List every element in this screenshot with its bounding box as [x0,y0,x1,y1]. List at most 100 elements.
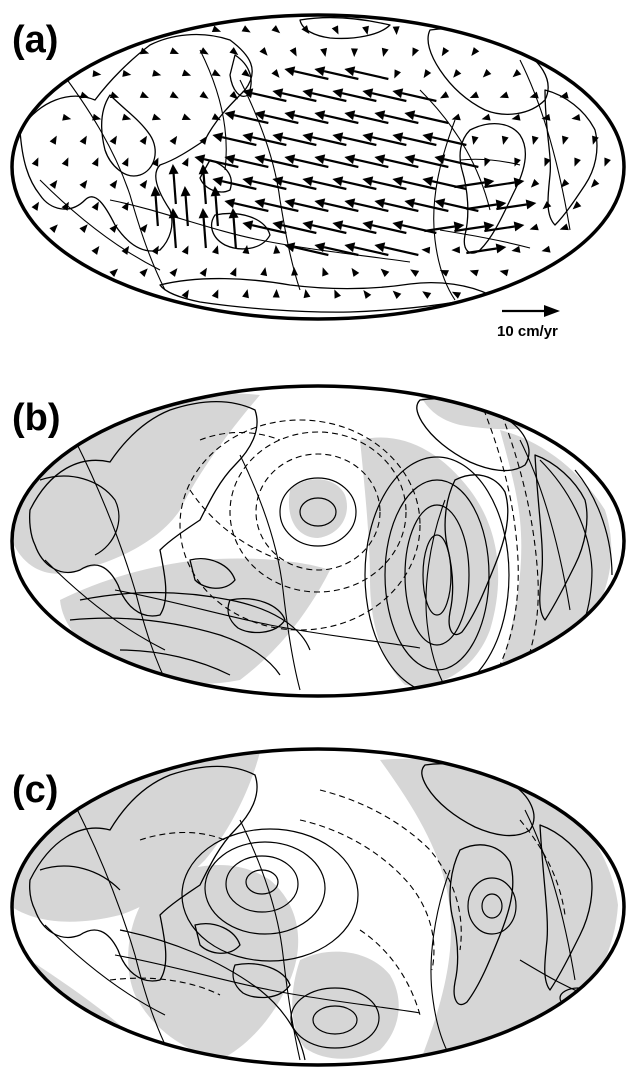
velocity-arrow-head [344,154,356,165]
small-velocity-arrow [530,179,540,188]
small-velocity-arrow [541,245,551,253]
velocity-arrow-shaft [454,181,485,189]
panel-b: (b) [10,384,626,698]
small-velocity-arrow [544,157,551,167]
velocity-arrow-shaft [371,136,407,147]
velocity-arrow-shaft [251,92,287,103]
velocity-arrow-shaft [281,136,317,147]
velocity-arrow-head [453,221,465,232]
velocity-arrow-shaft [341,136,377,147]
small-velocity-arrow [484,157,491,167]
velocity-arrow-head [212,132,224,143]
velocity-arrow-head [344,198,356,209]
small-velocity-arrow [79,179,88,189]
small-velocity-arrow [139,179,148,189]
small-velocity-arrow [451,291,462,299]
velocity-arrow-head [224,198,236,209]
small-velocity-arrow [561,135,569,145]
small-velocity-arrow [79,91,90,99]
velocity-arrow-head [362,220,374,231]
small-velocity-arrow [499,269,509,277]
velocity-arrow-shaft [202,173,207,205]
small-velocity-arrow [529,91,539,99]
velocity-arrow-head [513,177,525,188]
velocity-arrow-shaft [214,195,219,227]
velocity-arrow-head [194,154,206,165]
velocity-arrow-head [483,177,495,188]
velocity-arrow-shaft [341,92,377,103]
velocity-arrow-shaft [233,158,269,169]
velocity-arrow-head [314,66,326,77]
small-velocity-arrow [151,157,159,167]
small-velocity-arrow [273,245,281,254]
small-velocity-arrow [49,179,58,189]
small-velocity-arrow [260,267,268,277]
small-velocity-arrow [139,91,149,99]
small-velocity-arrow [451,113,461,121]
velocity-arrow-shaft [443,202,479,213]
velocity-arrow-shaft [383,158,419,169]
velocity-arrow-head [344,66,356,77]
velocity-arrow-head [212,176,224,187]
velocity-arrow-shaft [401,136,437,147]
velocity-arrow-shaft [323,114,359,125]
velocity-arrow-head [284,154,296,165]
small-velocity-arrow [559,91,569,99]
panel-a-velocity-arrows [31,25,611,299]
velocity-arrow-head [404,110,416,121]
velocity-arrow-shaft [221,136,257,147]
velocity-arrow-head [392,176,404,187]
small-velocity-arrow [151,113,162,121]
velocity-arrow-shaft [263,158,299,169]
velocity-arrow-shaft [263,114,299,125]
velocity-arrow-shaft [184,195,189,227]
small-velocity-arrow [320,47,328,57]
small-velocity-arrow [79,224,88,233]
velocity-arrow-shaft [341,180,377,191]
velocity-arrow-head [314,110,326,121]
velocity-arrow-shaft [466,203,497,211]
small-velocity-arrow [181,157,189,167]
velocity-arrow-head [272,176,284,187]
small-velocity-arrow [381,47,389,57]
velocity-arrow-head [434,198,446,209]
velocity-arrow-head [284,110,296,121]
velocity-arrow-head [374,154,386,165]
small-velocity-arrow [152,69,162,77]
small-velocity-arrow [511,245,521,253]
small-velocity-arrow [122,69,132,77]
velocity-arrow-head [302,176,314,187]
velocity-arrow-shaft [353,158,389,169]
panel-a: (a) [10,13,626,340]
panel-c-contours [39,789,601,1061]
velocity-arrow-shaft [251,180,287,191]
small-velocity-arrow [139,268,148,277]
panel-b-plate-boundaries [44,439,571,696]
small-velocity-arrow [272,289,280,298]
velocity-arrow-head [362,88,374,99]
velocity-arrow-head [210,186,221,197]
velocity-arrow-shaft [371,92,407,103]
velocity-arrow-head [404,154,416,165]
velocity-arrow-shaft [251,224,287,235]
panel-b-label: (b) [12,397,61,439]
small-velocity-arrow [229,267,237,277]
small-velocity-arrow [439,269,449,277]
small-velocity-arrow [501,135,509,145]
velocity-arrow-head [495,243,507,254]
velocity-arrow-head [224,110,236,121]
velocity-arrow-head [404,198,416,209]
small-velocity-arrow [514,157,521,167]
velocity-arrow-head [254,110,266,121]
small-velocity-arrow [392,290,402,299]
panel-c-map [12,749,624,1065]
small-velocity-arrow [392,26,400,35]
small-velocity-arrow [481,113,491,121]
small-velocity-arrow [169,135,178,145]
velocity-arrow-head [392,220,404,231]
small-velocity-arrow [604,157,611,167]
velocity-arrow-shaft [484,181,515,189]
velocity-arrow-head [198,208,209,219]
velocity-arrow-head [374,242,386,253]
